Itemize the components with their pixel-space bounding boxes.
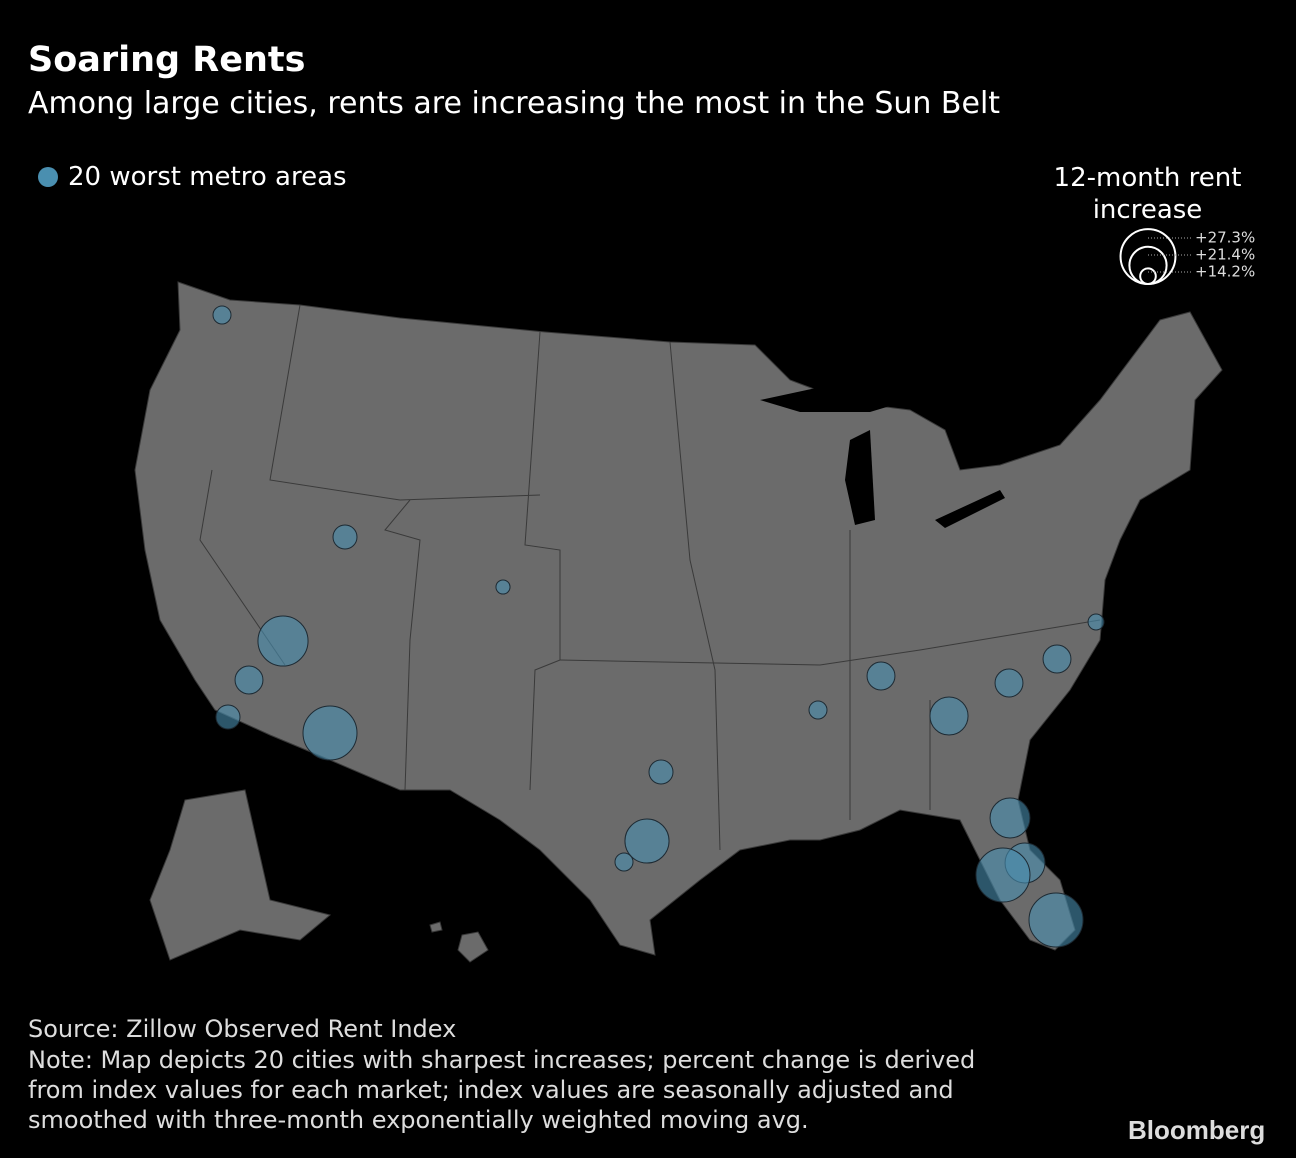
city-bubble <box>1042 644 1072 674</box>
hawaii <box>429 921 443 933</box>
city-bubble <box>808 700 828 720</box>
state-borders <box>199 304 1101 851</box>
legend-swatch <box>38 167 58 187</box>
border <box>559 619 1101 666</box>
size-legend-label: +14.2% <box>1195 263 1255 281</box>
border <box>669 341 721 851</box>
land <box>134 281 1223 963</box>
size-legend-circle <box>1139 267 1157 286</box>
city-bubble <box>989 797 1031 839</box>
city-bubble <box>215 704 241 730</box>
city-bubble <box>234 665 264 695</box>
border <box>384 499 421 791</box>
city-bubble <box>332 524 358 550</box>
size-legend-title: 12-month rent increase <box>1053 163 1242 225</box>
border <box>269 304 541 501</box>
lake-superior <box>760 385 910 412</box>
subtitle: Among large cities, rents are increasing… <box>28 86 1001 121</box>
city-bubble <box>495 579 511 595</box>
city-bubble <box>1028 892 1084 948</box>
legend-label: 20 worst metro areas <box>68 162 347 192</box>
size-legend-circle <box>1128 245 1168 285</box>
alaska <box>149 789 332 961</box>
city-bubble <box>257 615 309 667</box>
source: Source: Zillow Observed Rent Index <box>28 1015 457 1043</box>
lake-michigan <box>845 430 875 525</box>
size-legend-circle <box>1119 228 1177 285</box>
note: Note: Map depicts 20 cities with sharpes… <box>28 1046 976 1134</box>
city-bubble <box>302 705 358 761</box>
border <box>199 469 286 666</box>
hawaii <box>457 931 489 963</box>
city-bubble <box>648 759 674 785</box>
brand: Bloomberg <box>1128 1115 1266 1145</box>
city-bubble <box>212 305 232 325</box>
city-bubble <box>994 668 1024 698</box>
city-bubble <box>1087 613 1105 631</box>
legend: 20 worst metro areas <box>38 162 347 192</box>
lakes <box>760 385 1005 528</box>
city-bubble <box>614 852 634 872</box>
city-bubble <box>624 818 670 864</box>
city-bubble <box>975 847 1031 903</box>
title: Soaring Rents <box>28 40 306 80</box>
lake-erie <box>935 490 1005 528</box>
size-legend-label: +27.3% <box>1195 229 1255 247</box>
size-legend-label: +21.4% <box>1195 246 1255 264</box>
us-mainland <box>134 281 1223 956</box>
city-bubble <box>866 661 896 691</box>
city-bubble <box>929 696 969 736</box>
border <box>524 331 561 791</box>
